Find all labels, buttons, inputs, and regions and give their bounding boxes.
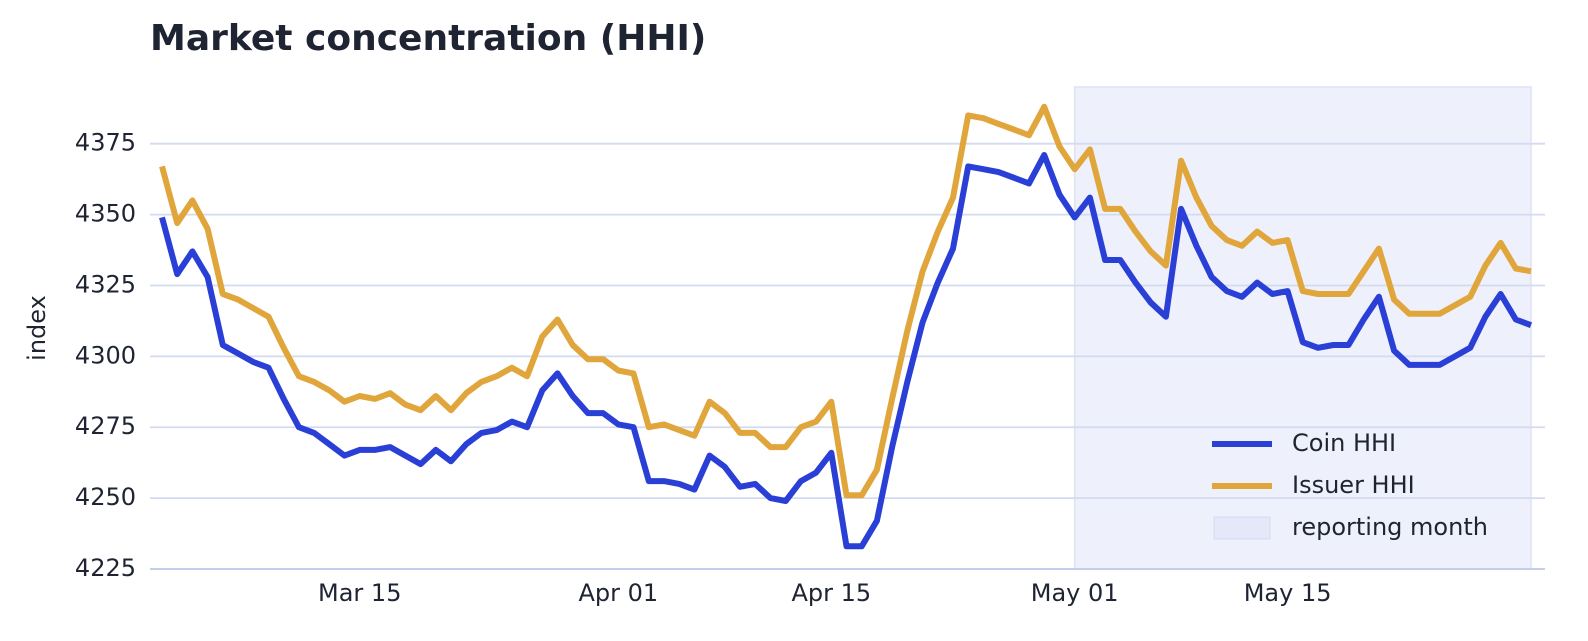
legend-swatch — [1213, 516, 1271, 540]
line — [159, 152, 1533, 550]
legend-label: Issuer HHI — [1292, 471, 1415, 499]
y-axis-label: index — [23, 295, 51, 361]
line — [159, 103, 1532, 499]
x-tick-label: Apr 15 — [791, 579, 871, 607]
y-tick-label: 4275 — [75, 412, 136, 440]
x-tick-label: May 15 — [1244, 579, 1332, 607]
legend-label: Coin HHI — [1292, 429, 1396, 457]
y-tick-label: 4250 — [75, 483, 136, 511]
x-tick-label: Apr 01 — [578, 579, 658, 607]
chart-title: Market concentration (HHI) — [150, 18, 706, 59]
y-tick-label: 4225 — [75, 554, 136, 582]
y-tick-label: 4375 — [75, 129, 136, 157]
y-tick-label: 4325 — [75, 270, 136, 298]
y-tick-label: 4300 — [75, 341, 136, 369]
shaded-region — [1073, 86, 1532, 570]
x-tick-label: May 01 — [1031, 579, 1119, 607]
legend-label: reporting month — [1292, 513, 1488, 541]
x-tick-label: Mar 15 — [318, 579, 401, 607]
y-tick-label: 4350 — [75, 200, 136, 228]
